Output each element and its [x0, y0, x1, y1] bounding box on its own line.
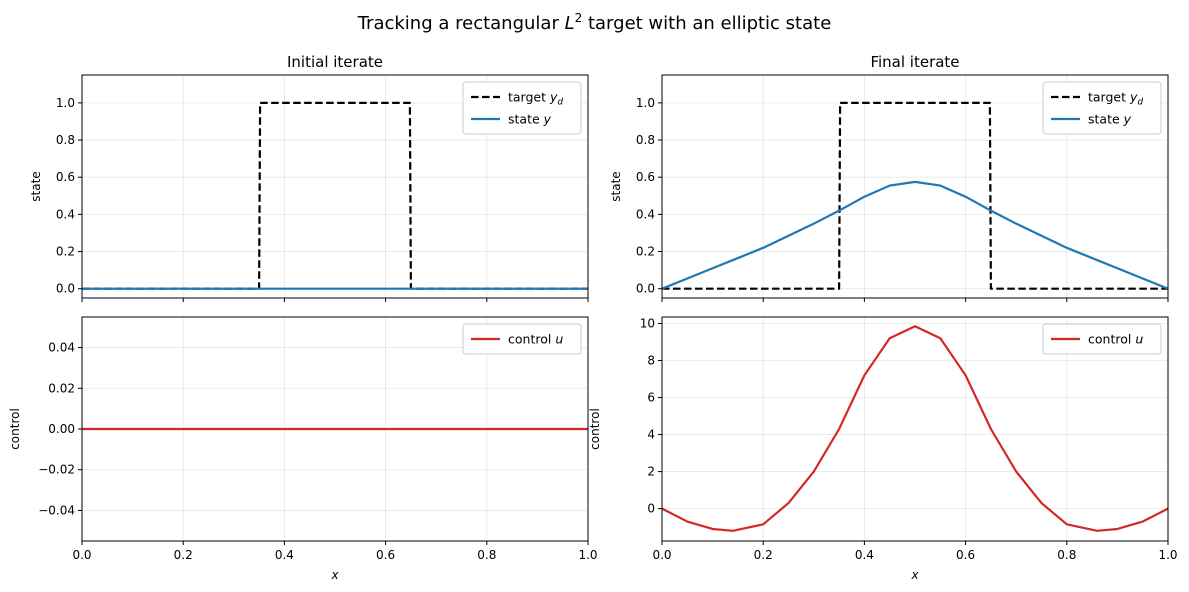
- series-line-target-y-d: [662, 101, 1168, 290]
- x-tick-label: 0.6: [956, 548, 975, 562]
- figure-title: Tracking a rectangular L2 target with an…: [357, 11, 832, 34]
- x-tick-label: 0.2: [754, 548, 773, 562]
- y-tick-label: 0.02: [48, 381, 75, 395]
- y-tick-label: 0.2: [56, 245, 75, 259]
- legend-label: control u: [1088, 332, 1143, 347]
- y-tick-label: 0.04: [48, 341, 75, 355]
- legend: target yd state y: [1042, 81, 1162, 135]
- y-tick-label: 0.0: [56, 282, 75, 296]
- y-tick-label: 0.6: [56, 170, 75, 184]
- y-tick-label: 0: [647, 502, 655, 516]
- y-tick-label: 0.8: [56, 133, 75, 147]
- panel-final-control: 0.0 0.2 0.4 0.6 0.8 1.0 0 2 4 6 8 10 control x control…: [588, 316, 1178, 582]
- x-tick-label: 0.2: [174, 548, 193, 562]
- axes-frame: [81, 74, 589, 299]
- legend-box: [462, 81, 582, 135]
- legend-label: state y: [508, 112, 552, 127]
- y-tick-label: 0.0: [636, 282, 655, 296]
- legend-box: [1042, 323, 1162, 355]
- axes-frame: [661, 316, 1169, 542]
- x-tick-label: 1.0: [578, 548, 597, 562]
- x-tick-label: 1.0: [1158, 548, 1177, 562]
- panel-title: Initial iterate: [287, 53, 383, 71]
- y-tick-label: −0.04: [38, 503, 75, 517]
- y-tick-label: 4: [647, 428, 655, 442]
- legend: control u: [1042, 323, 1162, 355]
- legend-box: [462, 323, 582, 355]
- y-tick-label: 0.4: [56, 207, 75, 221]
- x-tick-label: 0.4: [275, 548, 294, 562]
- y-tick-label: 0.2: [636, 245, 655, 259]
- panel-initial-state: 0.0 0.2 0.4 0.6 0.8 1.0 state Initial iterate ta…: [29, 53, 589, 302]
- legend-label: target yd: [1088, 90, 1143, 108]
- legend: target yd state y: [462, 81, 582, 135]
- y-axis-label: state: [29, 171, 43, 201]
- y-tick-label: 0.00: [48, 422, 75, 436]
- legend-label: state y: [1088, 112, 1132, 127]
- axes-frame: [661, 74, 1169, 299]
- x-tick-label: 0.6: [376, 548, 395, 562]
- x-tick-label: 0.0: [652, 548, 671, 562]
- y-tick-label: −0.02: [38, 463, 75, 477]
- x-axis-label: x: [330, 568, 339, 582]
- panel-initial-control: 0.0 0.2 0.4 0.6 0.8 1.0 −0.04 −0.02 0.00 0.02 0.04…: [8, 316, 598, 582]
- y-tick-label: 1.0: [56, 96, 75, 110]
- legend-label: control u: [508, 332, 563, 347]
- y-axis-label: control: [588, 408, 602, 450]
- x-axis-label: x: [910, 568, 919, 582]
- y-tick-label: 6: [647, 391, 655, 405]
- x-tick-label: 0.4: [855, 548, 874, 562]
- x-tick-label: 0.0: [72, 548, 91, 562]
- legend: control u: [462, 323, 582, 355]
- y-tick-label: 0.6: [636, 170, 655, 184]
- legend-label: target yd: [508, 90, 563, 108]
- y-axis-label: state: [609, 171, 623, 201]
- x-tick-label: 0.8: [477, 548, 496, 562]
- series-line-state-y: [662, 180, 1168, 290]
- panel-final-state: 0.0 0.2 0.4 0.6 0.8 1.0 state Final iterate targ…: [609, 53, 1169, 302]
- y-tick-label: 0.4: [636, 207, 655, 221]
- legend-box: [1042, 81, 1162, 135]
- y-tick-label: 0.8: [636, 133, 655, 147]
- panel-title: Final iterate: [870, 53, 959, 71]
- y-axis-label: control: [8, 408, 22, 450]
- y-tick-label: 1.0: [636, 96, 655, 110]
- x-tick-label: 0.8: [1057, 548, 1076, 562]
- y-tick-label: 2: [647, 465, 655, 479]
- series-line-control-u: [662, 325, 1168, 532]
- y-tick-label: 8: [647, 354, 655, 368]
- y-tick-label: 10: [640, 316, 655, 330]
